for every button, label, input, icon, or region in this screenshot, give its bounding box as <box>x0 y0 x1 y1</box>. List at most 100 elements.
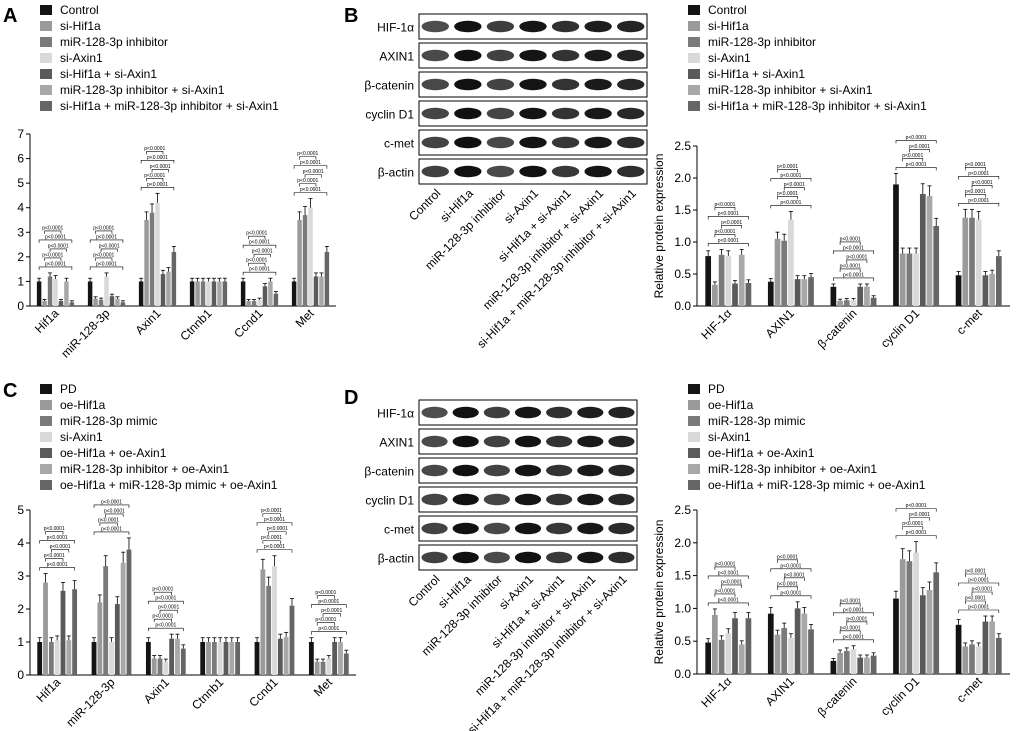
significance-bracket <box>846 259 868 263</box>
y-tick-label: 0.5 <box>674 267 691 281</box>
blot-band <box>483 522 510 535</box>
significance-label: p<0.0001 <box>246 231 267 237</box>
blot-band <box>514 406 542 419</box>
blot-band <box>617 107 645 120</box>
significance-bracket <box>159 609 178 614</box>
significance-bracket <box>909 517 930 521</box>
y-tick-label: 2.0 <box>674 536 691 550</box>
x-tick-label: HIF-1α <box>698 674 734 710</box>
significance-label: p<0.0001 <box>47 535 68 541</box>
significance-bracket <box>958 203 1000 207</box>
bar <box>801 613 808 674</box>
blot-band <box>617 20 645 33</box>
significance-bracket <box>909 149 930 153</box>
bar <box>262 286 268 306</box>
blot-band <box>483 551 510 564</box>
bar <box>989 621 995 674</box>
bar <box>160 274 166 306</box>
y-tick-label: 3 <box>17 225 24 239</box>
legend-swatch <box>688 480 700 490</box>
bar <box>60 590 66 675</box>
significance-bracket <box>262 513 281 517</box>
blot-row-label: cyclin D1 <box>365 108 414 122</box>
significance-label: p<0.0001 <box>714 229 735 235</box>
bar <box>211 281 217 306</box>
bar <box>103 566 109 675</box>
bar <box>933 226 940 306</box>
bar <box>899 253 906 306</box>
bar <box>266 585 272 675</box>
significance-label: p<0.0001 <box>906 530 927 536</box>
significance-bracket <box>833 612 874 616</box>
significance-label: p<0.0001 <box>267 526 288 532</box>
legend: Control si-Hif1a miR-128-3p inhibitor si-Ax… <box>40 3 279 113</box>
legend-swatch <box>688 21 700 31</box>
bar <box>251 301 257 306</box>
legend-label: si-Hif1a + si-Axin1 <box>708 67 805 81</box>
legend-swatch <box>40 416 52 426</box>
significance-label: p<0.0001 <box>249 240 270 246</box>
y-tick-label: 1 <box>17 635 24 649</box>
significance-bracket <box>299 183 317 187</box>
significance-bracket <box>153 618 172 623</box>
significance-label: p<0.0001 <box>843 245 864 251</box>
significance-label: p<0.0001 <box>264 517 285 523</box>
blot-band <box>608 493 635 506</box>
bar <box>893 598 899 674</box>
significance-label: p<0.0001 <box>718 570 739 576</box>
y-tick-label: 2 <box>17 602 24 616</box>
significance-bracket <box>770 595 812 599</box>
y-tick-label: 1 <box>17 274 24 288</box>
y-tick-label: 7 <box>17 127 24 141</box>
bar <box>788 637 794 674</box>
significance-bracket <box>93 531 130 535</box>
bar <box>66 640 72 675</box>
legend-label: PD <box>60 382 77 396</box>
bar <box>933 572 940 674</box>
significance-label: p<0.0001 <box>718 597 739 603</box>
bar <box>308 642 314 675</box>
bar <box>843 651 850 674</box>
bar <box>163 661 169 675</box>
blot-band <box>421 522 448 535</box>
blot-band <box>483 493 510 506</box>
significance-label: p<0.0001 <box>297 178 318 184</box>
blot-band <box>577 464 604 477</box>
significance-bracket <box>268 531 287 535</box>
bar <box>155 202 160 306</box>
legend-swatch <box>688 416 700 426</box>
significance-bracket <box>895 167 937 171</box>
significance-bracket <box>311 604 347 608</box>
significance-label: p<0.0001 <box>264 544 285 550</box>
significance-label: p<0.0001 <box>965 596 986 602</box>
blot-band <box>608 522 635 535</box>
bar <box>718 639 725 674</box>
blot-band <box>546 551 573 564</box>
bar <box>338 642 343 675</box>
bar <box>774 634 781 674</box>
legend-label: si-Hif1a + si-Axin1 <box>60 67 157 81</box>
significance-label: p<0.0001 <box>780 563 801 569</box>
x-tick-label: AXIN1 <box>763 674 798 709</box>
legend-swatch <box>688 432 700 442</box>
legend-swatch <box>40 69 52 79</box>
legend-swatch <box>688 53 700 63</box>
significance-label: p<0.0001 <box>315 590 336 596</box>
legend-swatch <box>40 448 52 458</box>
blot-band <box>608 435 635 448</box>
legend-label: si-Axin1 <box>60 430 103 444</box>
blot-band <box>577 551 604 564</box>
blot-band <box>546 493 573 506</box>
significance-label: p<0.0001 <box>972 587 993 593</box>
blot-band <box>483 464 510 477</box>
bar <box>313 276 319 306</box>
bar <box>180 648 186 675</box>
significance-label: p<0.0001 <box>101 526 122 532</box>
blot-band <box>551 49 580 62</box>
significance-label: p<0.0001 <box>252 249 273 255</box>
significance-label: p<0.0001 <box>152 587 173 593</box>
blot-band <box>454 78 482 91</box>
bar <box>850 300 857 306</box>
legend-label: Control <box>60 3 99 17</box>
significance-label: p<0.0001 <box>718 238 739 244</box>
